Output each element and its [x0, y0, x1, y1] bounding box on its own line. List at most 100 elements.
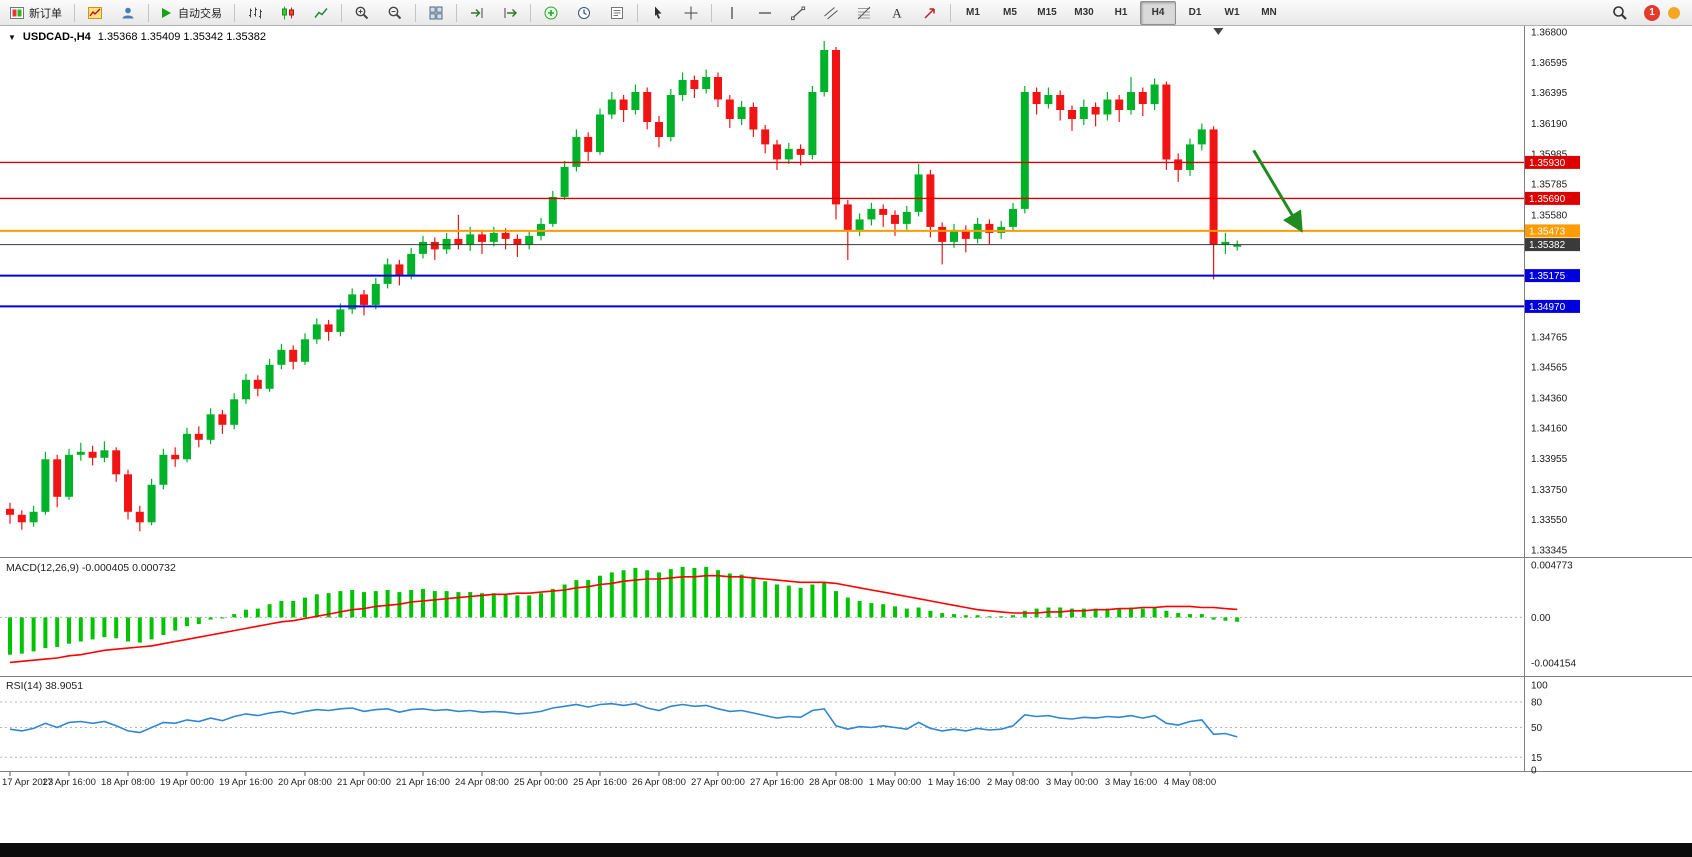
arrows-tool-button[interactable]	[914, 1, 946, 25]
text-tool-button[interactable]: A	[881, 1, 913, 25]
autotrading-button[interactable]: 自动交易	[153, 1, 230, 25]
candle	[1056, 95, 1065, 110]
toolbar-separator	[234, 3, 235, 22]
candle	[324, 324, 333, 332]
timeframe-d1-button[interactable]: D1	[1188, 7, 1202, 18]
price-tag	[1524, 299, 1580, 313]
candle	[761, 129, 770, 145]
candle	[230, 399, 239, 425]
candle	[655, 122, 663, 137]
macd-axis-label: -0.004154	[1531, 659, 1576, 670]
candle	[891, 214, 899, 224]
autoscroll-icon	[469, 5, 485, 21]
candle	[1044, 95, 1053, 104]
timeframe-h1-button[interactable]: H1	[1114, 7, 1128, 18]
trend-arrow-annotation[interactable]	[1252, 149, 1303, 233]
price-axis-label: 1.35785	[1531, 180, 1568, 191]
candle	[1221, 241, 1230, 245]
templates-button[interactable]	[601, 1, 633, 25]
tile-windows-button[interactable]	[420, 1, 452, 25]
price-axis-label: 1.36595	[1531, 58, 1568, 69]
candle	[100, 450, 109, 458]
fibo-icon	[856, 5, 872, 21]
price-axis-label: 1.34360	[1531, 393, 1568, 404]
symbol-dropdown-icon[interactable]: ▼	[8, 32, 16, 42]
candle	[548, 196, 557, 224]
candlestick-mode-button[interactable]	[272, 1, 304, 25]
timeframe-w1-button[interactable]: W1	[1224, 7, 1240, 18]
candle	[855, 219, 864, 230]
timeframe-m15-button[interactable]: M15	[1037, 7, 1057, 18]
vertical-line-button[interactable]	[716, 1, 748, 25]
profiles-button[interactable]	[112, 1, 144, 25]
chart-shift-marker[interactable]	[1213, 28, 1224, 35]
search-button[interactable]	[1604, 1, 1636, 25]
toolbar-separator	[950, 3, 951, 22]
bars-icon	[247, 5, 263, 21]
bottom-bar	[0, 843, 1692, 857]
timeframe-m5-button[interactable]: M5	[1003, 7, 1017, 18]
time-axis-label: 20 Apr 08:00	[278, 777, 332, 788]
zoom-in-button[interactable]	[346, 1, 378, 25]
new-chart-button[interactable]	[79, 1, 111, 25]
notification-badge[interactable]: 1	[1644, 4, 1660, 21]
candle	[371, 283, 380, 305]
new-order-icon	[9, 5, 25, 21]
indicators-button[interactable]	[535, 1, 567, 25]
timeframe-mn-button[interactable]: MN	[1261, 7, 1277, 18]
time-axis-label: 21 Apr 16:00	[396, 777, 450, 788]
zoom-out-button[interactable]	[379, 1, 411, 25]
candle	[678, 80, 687, 95]
candle	[1091, 107, 1100, 115]
toolbar-separator	[637, 3, 638, 22]
candle	[88, 451, 97, 458]
candle	[961, 229, 970, 239]
rsi-label: RSI(14) 38.9051	[6, 680, 83, 692]
rsi-line	[9, 702, 1238, 738]
candle	[714, 77, 722, 100]
candle	[383, 264, 392, 284]
candle	[289, 349, 298, 362]
toolbar-separator	[415, 3, 416, 22]
price-chart[interactable]: 1.36800 1.36595 1.36395 1.36190 1.35985 1.357…	[0, 26, 1692, 792]
price-tag-label: 1.35473	[1529, 226, 1566, 237]
time-axis-label: 2 May 08:00	[987, 777, 1039, 788]
periods-button[interactable]	[568, 1, 600, 25]
line-chart-mode-button[interactable]	[305, 1, 337, 25]
crosshair-button[interactable]	[675, 1, 707, 25]
chart-shift-button[interactable]	[494, 1, 526, 25]
candle	[76, 451, 85, 455]
horizontal-line-button[interactable]	[749, 1, 781, 25]
candle	[159, 454, 168, 485]
fibonacci-button[interactable]	[848, 1, 880, 25]
notification-dot[interactable]	[1668, 6, 1680, 19]
time-axis-label: 27 Apr 00:00	[691, 777, 745, 788]
new-order-button[interactable]: 新订单	[4, 1, 70, 25]
timeframe-m1-button[interactable]: M1	[966, 7, 980, 18]
candle	[265, 364, 274, 389]
chart-header: ▼ USDCAD-,H4 1.35368 1.35409 1.35342 1.3…	[8, 31, 266, 43]
channel-button[interactable]	[815, 1, 847, 25]
candle	[1209, 129, 1218, 245]
tile-icon	[428, 5, 444, 21]
candle	[867, 208, 876, 220]
toolbar-separator	[530, 3, 531, 22]
candle	[419, 241, 427, 254]
price-tag-label: 1.34970	[1529, 302, 1566, 313]
shift-icon	[502, 5, 518, 21]
time-axis-label: 1 May 00:00	[869, 777, 921, 788]
bar-chart-mode-button[interactable]	[239, 1, 271, 25]
auto-scroll-button[interactable]	[461, 1, 493, 25]
timeframe-m30-button[interactable]: M30	[1074, 7, 1094, 18]
price-tag-label: 1.35690	[1529, 194, 1566, 205]
candle	[1103, 99, 1112, 115]
candle	[194, 433, 203, 440]
candle	[985, 223, 994, 233]
trendline-button[interactable]	[782, 1, 814, 25]
rsi-axis-label: 50	[1531, 723, 1543, 734]
price-axis-label: 1.34765	[1531, 333, 1568, 344]
timeframe-h4-button[interactable]: H4	[1140, 0, 1176, 25]
price-axis-label: 1.35985	[1531, 150, 1568, 161]
cursor-button[interactable]	[642, 1, 674, 25]
candle	[879, 208, 888, 215]
